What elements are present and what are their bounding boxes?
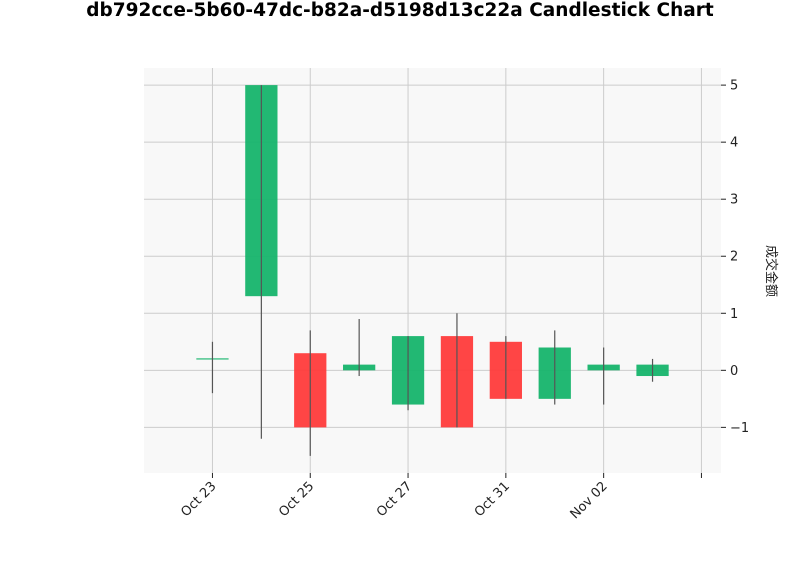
grid-lines <box>144 68 721 473</box>
x-tick-label: Oct 31 <box>472 479 513 520</box>
x-tick-label: Oct 25 <box>276 479 317 520</box>
candle <box>196 341 229 394</box>
candle <box>294 330 327 456</box>
x-tick-label: Nov 02 <box>568 479 611 522</box>
x-tick-label: Oct 27 <box>374 479 415 520</box>
y-tick-label: −1 <box>730 421 749 436</box>
candle <box>343 318 376 377</box>
candle <box>538 330 571 405</box>
x-axis: Oct 23 Oct 25 Oct 27 Oct 31 Nov 02 <box>178 473 702 522</box>
chart-title: db792cce-5b60-47dc-b82a-d5198d13c22a Can… <box>86 0 714 21</box>
y-tick-label: 0 <box>730 364 738 379</box>
y-tick-label: 3 <box>730 193 738 208</box>
x-tick-label: Oct 23 <box>178 479 219 520</box>
candle <box>245 85 278 439</box>
y-tick-label: 1 <box>730 307 738 322</box>
y-tick-label: 2 <box>730 250 738 265</box>
y-tick-label: 5 <box>730 79 738 94</box>
plot-area <box>144 68 721 473</box>
candle <box>636 358 669 382</box>
candle <box>391 336 425 411</box>
y-axis: −1 0 1 2 3 4 5 <box>721 79 749 436</box>
candle <box>440 313 474 428</box>
y-axis-label: 成交金额 <box>763 245 779 297</box>
candle <box>587 347 620 405</box>
candles <box>196 85 669 456</box>
y-tick-label: 4 <box>730 136 738 151</box>
candle <box>489 336 522 399</box>
